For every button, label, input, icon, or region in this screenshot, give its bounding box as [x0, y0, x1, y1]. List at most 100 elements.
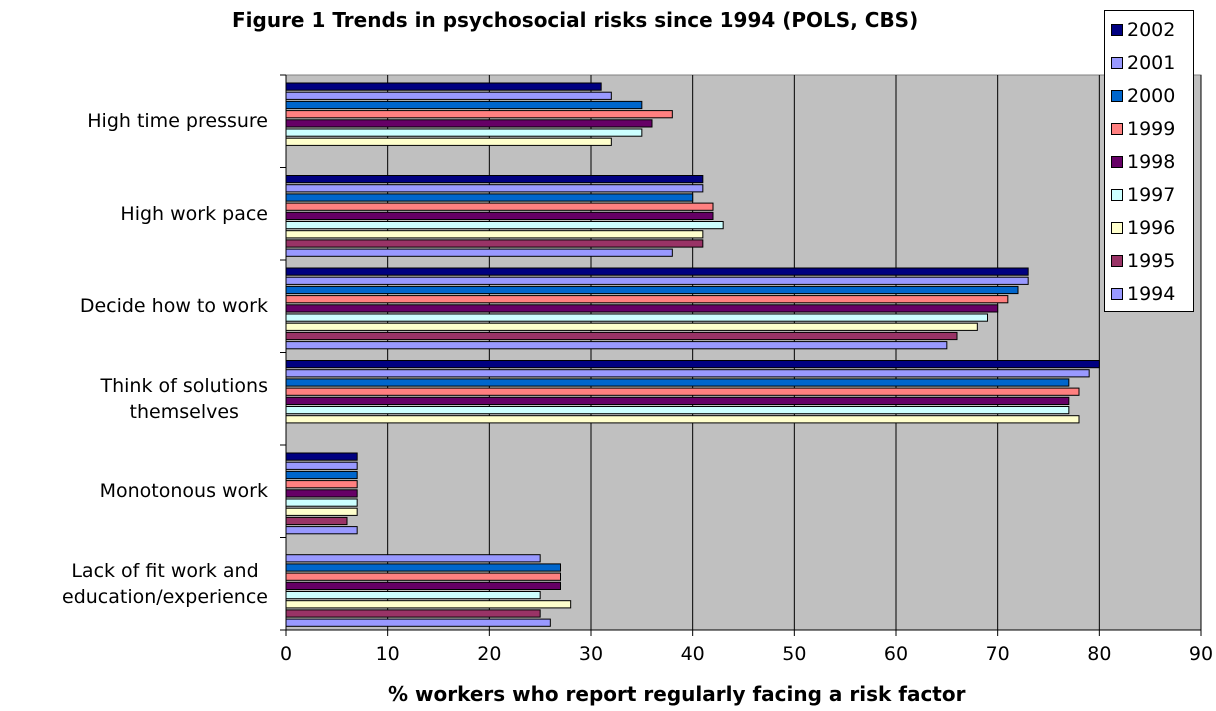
- bar: [285, 82, 602, 91]
- bar: [285, 230, 704, 239]
- legend-swatch: [1111, 255, 1123, 267]
- legend-swatch: [1111, 123, 1123, 135]
- category-label: Lack of fit work and education/experience: [62, 558, 268, 610]
- chart-title: Figure 1 Trends in psychosocial risks si…: [232, 8, 919, 32]
- category-label: High time pressure: [87, 108, 268, 134]
- bar: [285, 480, 358, 489]
- bar: [285, 331, 958, 341]
- bar: [285, 406, 1070, 415]
- bar: [285, 461, 358, 470]
- bar: [285, 137, 612, 146]
- bar: [285, 295, 1009, 304]
- legend-label: 1995: [1127, 250, 1176, 272]
- legend-item: 1995: [1111, 246, 1175, 276]
- bar: [285, 360, 1100, 369]
- bar: [285, 239, 704, 248]
- x-tick-label: 90: [1189, 643, 1213, 665]
- x-tick-label: 60: [884, 643, 908, 665]
- bar: [285, 202, 714, 211]
- x-tick-label: 80: [1087, 643, 1111, 665]
- legend: 2002 2001 2000 1999 1998 1997 1996 1995 1994: [1104, 10, 1194, 312]
- legend-item: 2000: [1111, 81, 1175, 111]
- legend-label: 1998: [1127, 151, 1176, 173]
- legend-swatch: [1111, 57, 1123, 69]
- x-tick-label: 20: [477, 643, 501, 665]
- bar: [285, 313, 988, 322]
- plot-area: [285, 74, 1202, 631]
- x-tick-label: 0: [280, 643, 292, 665]
- bar: [285, 276, 1029, 285]
- bar: [285, 119, 653, 128]
- bar: [285, 591, 541, 600]
- legend-label: 1999: [1127, 118, 1176, 140]
- legend-label: 1994: [1127, 283, 1176, 305]
- legend-item: 2001: [1111, 48, 1175, 78]
- bar: [285, 304, 999, 313]
- legend-item: 2002: [1111, 15, 1175, 45]
- legend-label: 1997: [1127, 184, 1176, 206]
- bar: [285, 415, 1080, 424]
- x-tick-label: 40: [681, 643, 705, 665]
- bar: [285, 498, 358, 507]
- x-tick-label: 30: [579, 643, 603, 665]
- bar: [285, 507, 358, 516]
- bar: [285, 248, 673, 257]
- category-label-line: Lack of fit work and: [71, 559, 259, 582]
- bar: [285, 563, 561, 572]
- bar: [285, 554, 541, 563]
- legend-swatch: [1111, 189, 1123, 201]
- category-label-line: Decide how to work: [79, 295, 268, 318]
- x-tick-label: 10: [376, 643, 400, 665]
- legend-label: 2000: [1127, 85, 1176, 107]
- bar: [285, 581, 561, 590]
- x-tick-label: 70: [986, 643, 1010, 665]
- legend-swatch: [1111, 222, 1123, 234]
- legend-swatch: [1111, 24, 1123, 36]
- bar: [285, 322, 978, 331]
- legend-swatch: [1111, 90, 1123, 102]
- legend-item: 1998: [1111, 147, 1175, 177]
- category-label-line: education/experience: [62, 585, 268, 608]
- bar: [285, 184, 704, 193]
- bar: [285, 285, 1019, 295]
- bar: [285, 110, 673, 119]
- bar: [285, 618, 551, 627]
- category-label-line: Think of solutions: [100, 374, 268, 397]
- bar: [285, 369, 1090, 378]
- legend-item: 1994: [1111, 279, 1175, 309]
- bar: [285, 100, 643, 110]
- category-label: High work pace: [120, 201, 268, 227]
- bar: [285, 128, 643, 137]
- category-label: Decide how to work: [80, 293, 268, 319]
- bar: [285, 489, 358, 498]
- bar: [285, 211, 714, 221]
- bar: [285, 341, 948, 350]
- bar: [285, 526, 358, 535]
- bar: [285, 516, 348, 526]
- legend-item: 1999: [1111, 114, 1175, 144]
- bar: [285, 609, 541, 618]
- legend-label: 2002: [1127, 19, 1176, 41]
- category-label: Monotonous work: [100, 478, 268, 504]
- bar: [285, 572, 561, 581]
- bar: [285, 193, 694, 202]
- x-axis-label: % workers who report regularly facing a …: [388, 682, 966, 706]
- bar: [285, 221, 724, 230]
- legend-swatch: [1111, 288, 1123, 300]
- legend-item: 1996: [1111, 213, 1175, 243]
- legend-swatch: [1111, 156, 1123, 168]
- bar: [285, 378, 1070, 387]
- bar: [285, 470, 358, 480]
- legend-label: 2001: [1127, 52, 1176, 74]
- bar: [285, 600, 572, 609]
- category-label-line: Monotonous work: [99, 480, 268, 503]
- bar: [285, 396, 1070, 405]
- category-label-line: High time pressure: [87, 110, 268, 133]
- category-label: Think of solutions themselves: [100, 373, 268, 425]
- bar: [285, 267, 1029, 276]
- bar: [285, 91, 612, 100]
- category-label-line: themselves: [129, 400, 239, 423]
- bar: [285, 452, 358, 461]
- x-tick-label: 50: [782, 643, 806, 665]
- bar: [285, 387, 1080, 396]
